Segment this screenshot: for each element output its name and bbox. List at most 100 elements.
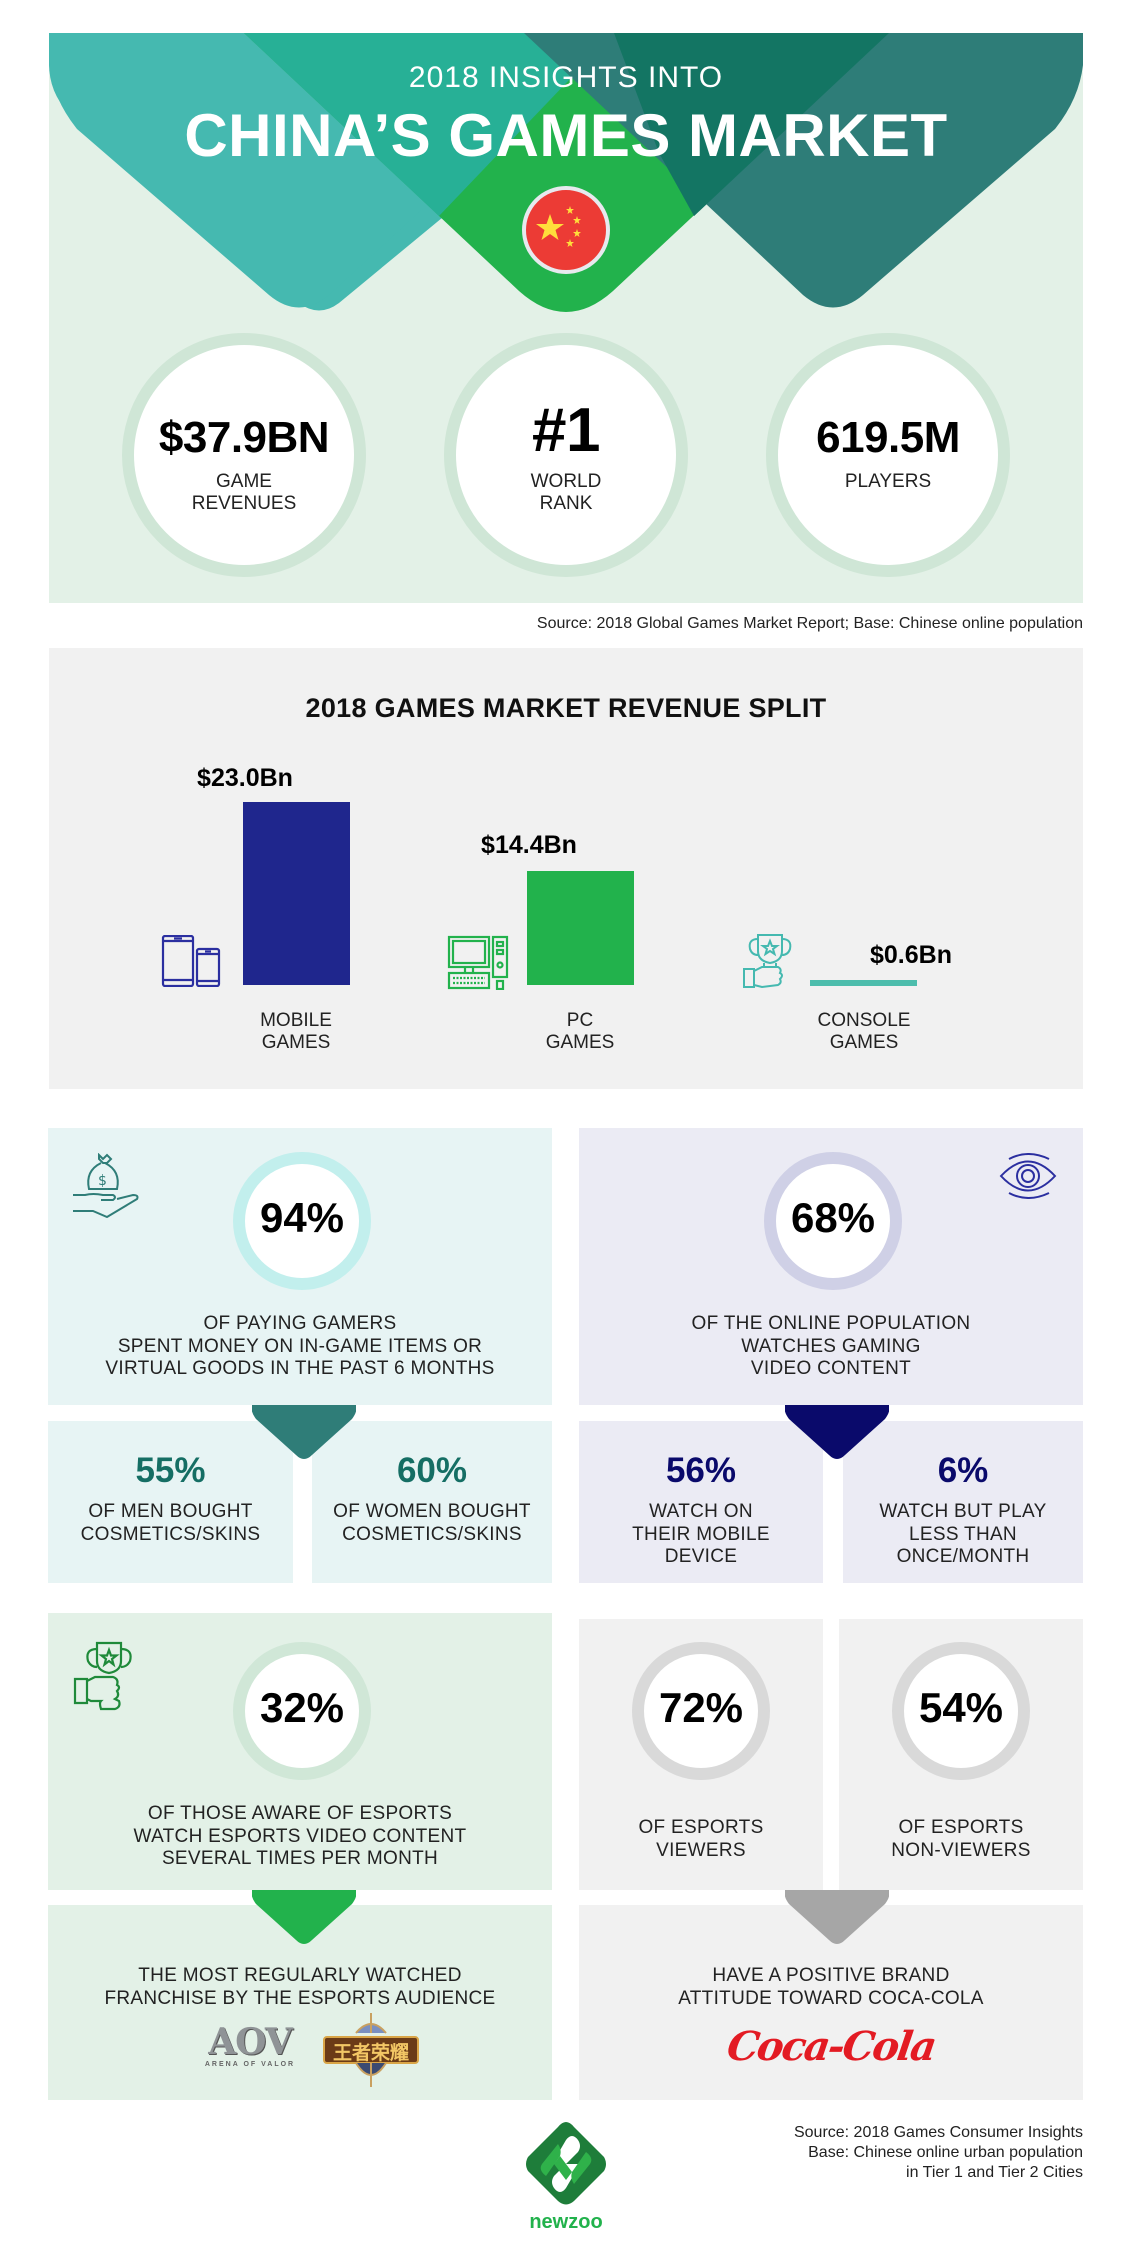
- desc-line: ONCE/MONTH: [896, 1546, 1030, 1567]
- stat-description: OF WOMEN BOUGHT COSMETICS/SKINS: [312, 1501, 552, 1546]
- desc-line: COSMETICS/SKINS: [80, 1523, 261, 1545]
- men-skins-panel: 55% OF MEN BOUGHT COSMETICS/SKINS: [48, 1421, 293, 1583]
- desc-line: OF MEN BOUGHT: [88, 1501, 253, 1522]
- stat-description: WATCH BUT PLAY LESS THAN ONCE/MONTH: [843, 1501, 1083, 1569]
- bar-value-label: $0.6Bn: [870, 941, 952, 969]
- bar-mobile: [243, 802, 350, 985]
- desc-line: OF THE ONLINE POPULATION: [691, 1313, 971, 1334]
- desc-line: SEVERAL TIMES PER MONTH: [161, 1848, 439, 1869]
- desc-line: OF THOSE AWARE OF ESPORTS: [147, 1803, 453, 1824]
- desc-line: OF ESPORTS: [898, 1817, 1024, 1838]
- aov-logo: AOV ARENA OF VALOR: [195, 2023, 305, 2075]
- stat-value: 619.5M: [816, 413, 960, 462]
- trophy-hand-icon: [742, 933, 798, 994]
- esports-viewers-panel: 72% OF ESPORTS VIEWERS: [579, 1619, 823, 1890]
- stat-ring: 54%: [892, 1642, 1030, 1780]
- honor-of-kings-logo: 王者荣耀: [316, 2011, 426, 2089]
- arrow-down-icon: [252, 1405, 356, 1459]
- aov-logo-subtext: ARENA OF VALOR: [204, 2061, 296, 2068]
- desc-line: HAVE A POSITIVE BRAND: [712, 1965, 950, 1986]
- revenue-title: 2018 GAMES MARKET REVENUE SPLIT: [305, 693, 827, 723]
- desc-line: NON-VIEWERS: [891, 1839, 1031, 1861]
- stat-label: WORLD: [530, 471, 602, 492]
- desc-line: THEIR MOBILE: [632, 1523, 770, 1545]
- desc-line: VIRTUAL GOODS IN THE PAST 6 MONTHS: [105, 1358, 495, 1379]
- stat-ring: 94%: [233, 1152, 371, 1290]
- bar-category-label: GAMES: [261, 1032, 331, 1053]
- stat-value: 56%: [665, 1451, 737, 1490]
- newzoo-diamond-icon: [526, 2122, 606, 2205]
- revenue-split-panel: 2018 GAMES MARKET REVENUE SPLIT $23.0Bn …: [49, 648, 1083, 1089]
- desc-line: OF ESPORTS: [638, 1817, 764, 1838]
- stat-description: WATCH ON THEIR MOBILE DEVICE: [579, 1501, 823, 1569]
- women-skins-panel: 60% OF WOMEN BOUGHT COSMETICS/SKINS: [312, 1421, 552, 1583]
- arrow-down-icon: [252, 1890, 356, 1944]
- trophy-hand-icon: [73, 1641, 141, 1716]
- honor-of-kings-text: 王者荣耀: [332, 2042, 409, 2064]
- desc-line: OF PAYING GAMERS: [203, 1313, 397, 1334]
- desc-line: ATTITUDE TOWARD COCA-COLA: [678, 1987, 984, 2009]
- watch-rarely-play-panel: 6% WATCH BUT PLAY LESS THAN ONCE/MONTH: [843, 1421, 1083, 1583]
- bar-category-label: MOBILE: [260, 1010, 332, 1031]
- stat-ring: 68%: [764, 1152, 902, 1290]
- stat-label: RANK: [539, 493, 593, 514]
- stat-label: GAME: [216, 471, 272, 492]
- svg-text:$: $: [98, 1173, 107, 1189]
- stat-value: 6%: [937, 1451, 989, 1490]
- hero-panel: 2018 INSIGHTS INTO CHINA’S GAMES MARKET …: [49, 33, 1083, 603]
- stat-world-rank: #1 WORLD RANK: [444, 333, 688, 577]
- arrow-down-icon: [785, 1405, 889, 1459]
- stat-players: 619.5M PLAYERS: [766, 333, 1010, 577]
- stat-description: OF ESPORTS VIEWERS: [579, 1817, 823, 1862]
- source-note-bottom: Source: 2018 Games Consumer Insights Bas…: [640, 2123, 1083, 2183]
- newzoo-logo: newzoo: [522, 2120, 610, 2233]
- desc-line: SPENT MONEY ON IN-GAME ITEMS OR: [117, 1335, 483, 1357]
- desc-line: WATCH ESPORTS VIDEO CONTENT: [133, 1825, 467, 1847]
- stat-ring: 32%: [233, 1642, 371, 1780]
- eye-icon: [999, 1153, 1057, 1204]
- stat-description: OF THE ONLINE POPULATION WATCHES GAMING …: [579, 1313, 1083, 1381]
- stat-ring: 72%: [632, 1642, 770, 1780]
- bar-category-label: GAMES: [545, 1032, 615, 1053]
- bar-category-label: GAMES: [829, 1032, 899, 1053]
- stat-value: $37.9BN: [158, 413, 330, 462]
- stat-description: OF MEN BOUGHT COSMETICS/SKINS: [48, 1501, 293, 1546]
- source-line: Base: Chinese online urban population: [808, 2144, 1083, 2161]
- coca-cola-logo: Coca-Cola: [724, 2023, 938, 2070]
- aov-logo-text: AOV: [208, 2021, 293, 2063]
- bar-console: [810, 980, 917, 986]
- arrow-down-icon: [785, 1890, 889, 1944]
- source-line: in Tier 1 and Tier 2 Cities: [906, 2164, 1083, 2181]
- desc-line: VIDEO CONTENT: [750, 1358, 912, 1379]
- stat-description: THE MOST REGULARLY WATCHED FRANCHISE BY …: [48, 1965, 552, 2010]
- stat-value: 68%: [790, 1194, 876, 1241]
- stat-value: 32%: [259, 1684, 345, 1731]
- esports-watch-panel: 32% OF THOSE AWARE OF ESPORTS WATCH ESPO…: [48, 1613, 552, 1890]
- bar-value-label: $23.0Bn: [197, 764, 293, 792]
- stat-description: OF THOSE AWARE OF ESPORTS WATCH ESPORTS …: [48, 1803, 552, 1871]
- video-panel: 68% OF THE ONLINE POPULATION WATCHES GAM…: [579, 1128, 1083, 1405]
- stat-value: #1: [532, 396, 600, 465]
- page-title: CHINA’S GAMES MARKET: [184, 102, 948, 169]
- newzoo-wordmark: newzoo: [529, 2211, 603, 2233]
- source-note-top: Source: 2018 Global Games Market Report;…: [536, 615, 1083, 632]
- source-line: Source: 2018 Games Consumer Insights: [793, 2124, 1083, 2141]
- hero-background-shapes: [49, 33, 1083, 312]
- mobile-devices-icon: [161, 934, 223, 992]
- esports-non-viewers-panel: 54% OF ESPORTS NON-VIEWERS: [839, 1619, 1083, 1890]
- stat-value: 60%: [396, 1451, 468, 1490]
- stat-description: OF PAYING GAMERS SPENT MONEY ON IN-GAME …: [48, 1313, 552, 1381]
- bar-pc: [527, 871, 634, 985]
- stat-description: HAVE A POSITIVE BRAND ATTITUDE TOWARD CO…: [579, 1965, 1083, 2010]
- watch-mobile-panel: 56% WATCH ON THEIR MOBILE DEVICE: [579, 1421, 823, 1583]
- desc-line: VIEWERS: [656, 1839, 746, 1861]
- desktop-computer-icon: [447, 935, 511, 995]
- stat-value: 54%: [918, 1684, 1004, 1731]
- desc-line: THE MOST REGULARLY WATCHED: [138, 1965, 462, 1986]
- bar-value-label: $14.4Bn: [481, 831, 577, 859]
- stat-label: PLAYERS: [844, 471, 932, 492]
- stat-description: OF ESPORTS NON-VIEWERS: [839, 1817, 1083, 1862]
- desc-line: WATCHES GAMING: [741, 1335, 921, 1357]
- stat-value: 94%: [259, 1194, 345, 1241]
- money-bag-hand-icon: $: [73, 1152, 141, 1223]
